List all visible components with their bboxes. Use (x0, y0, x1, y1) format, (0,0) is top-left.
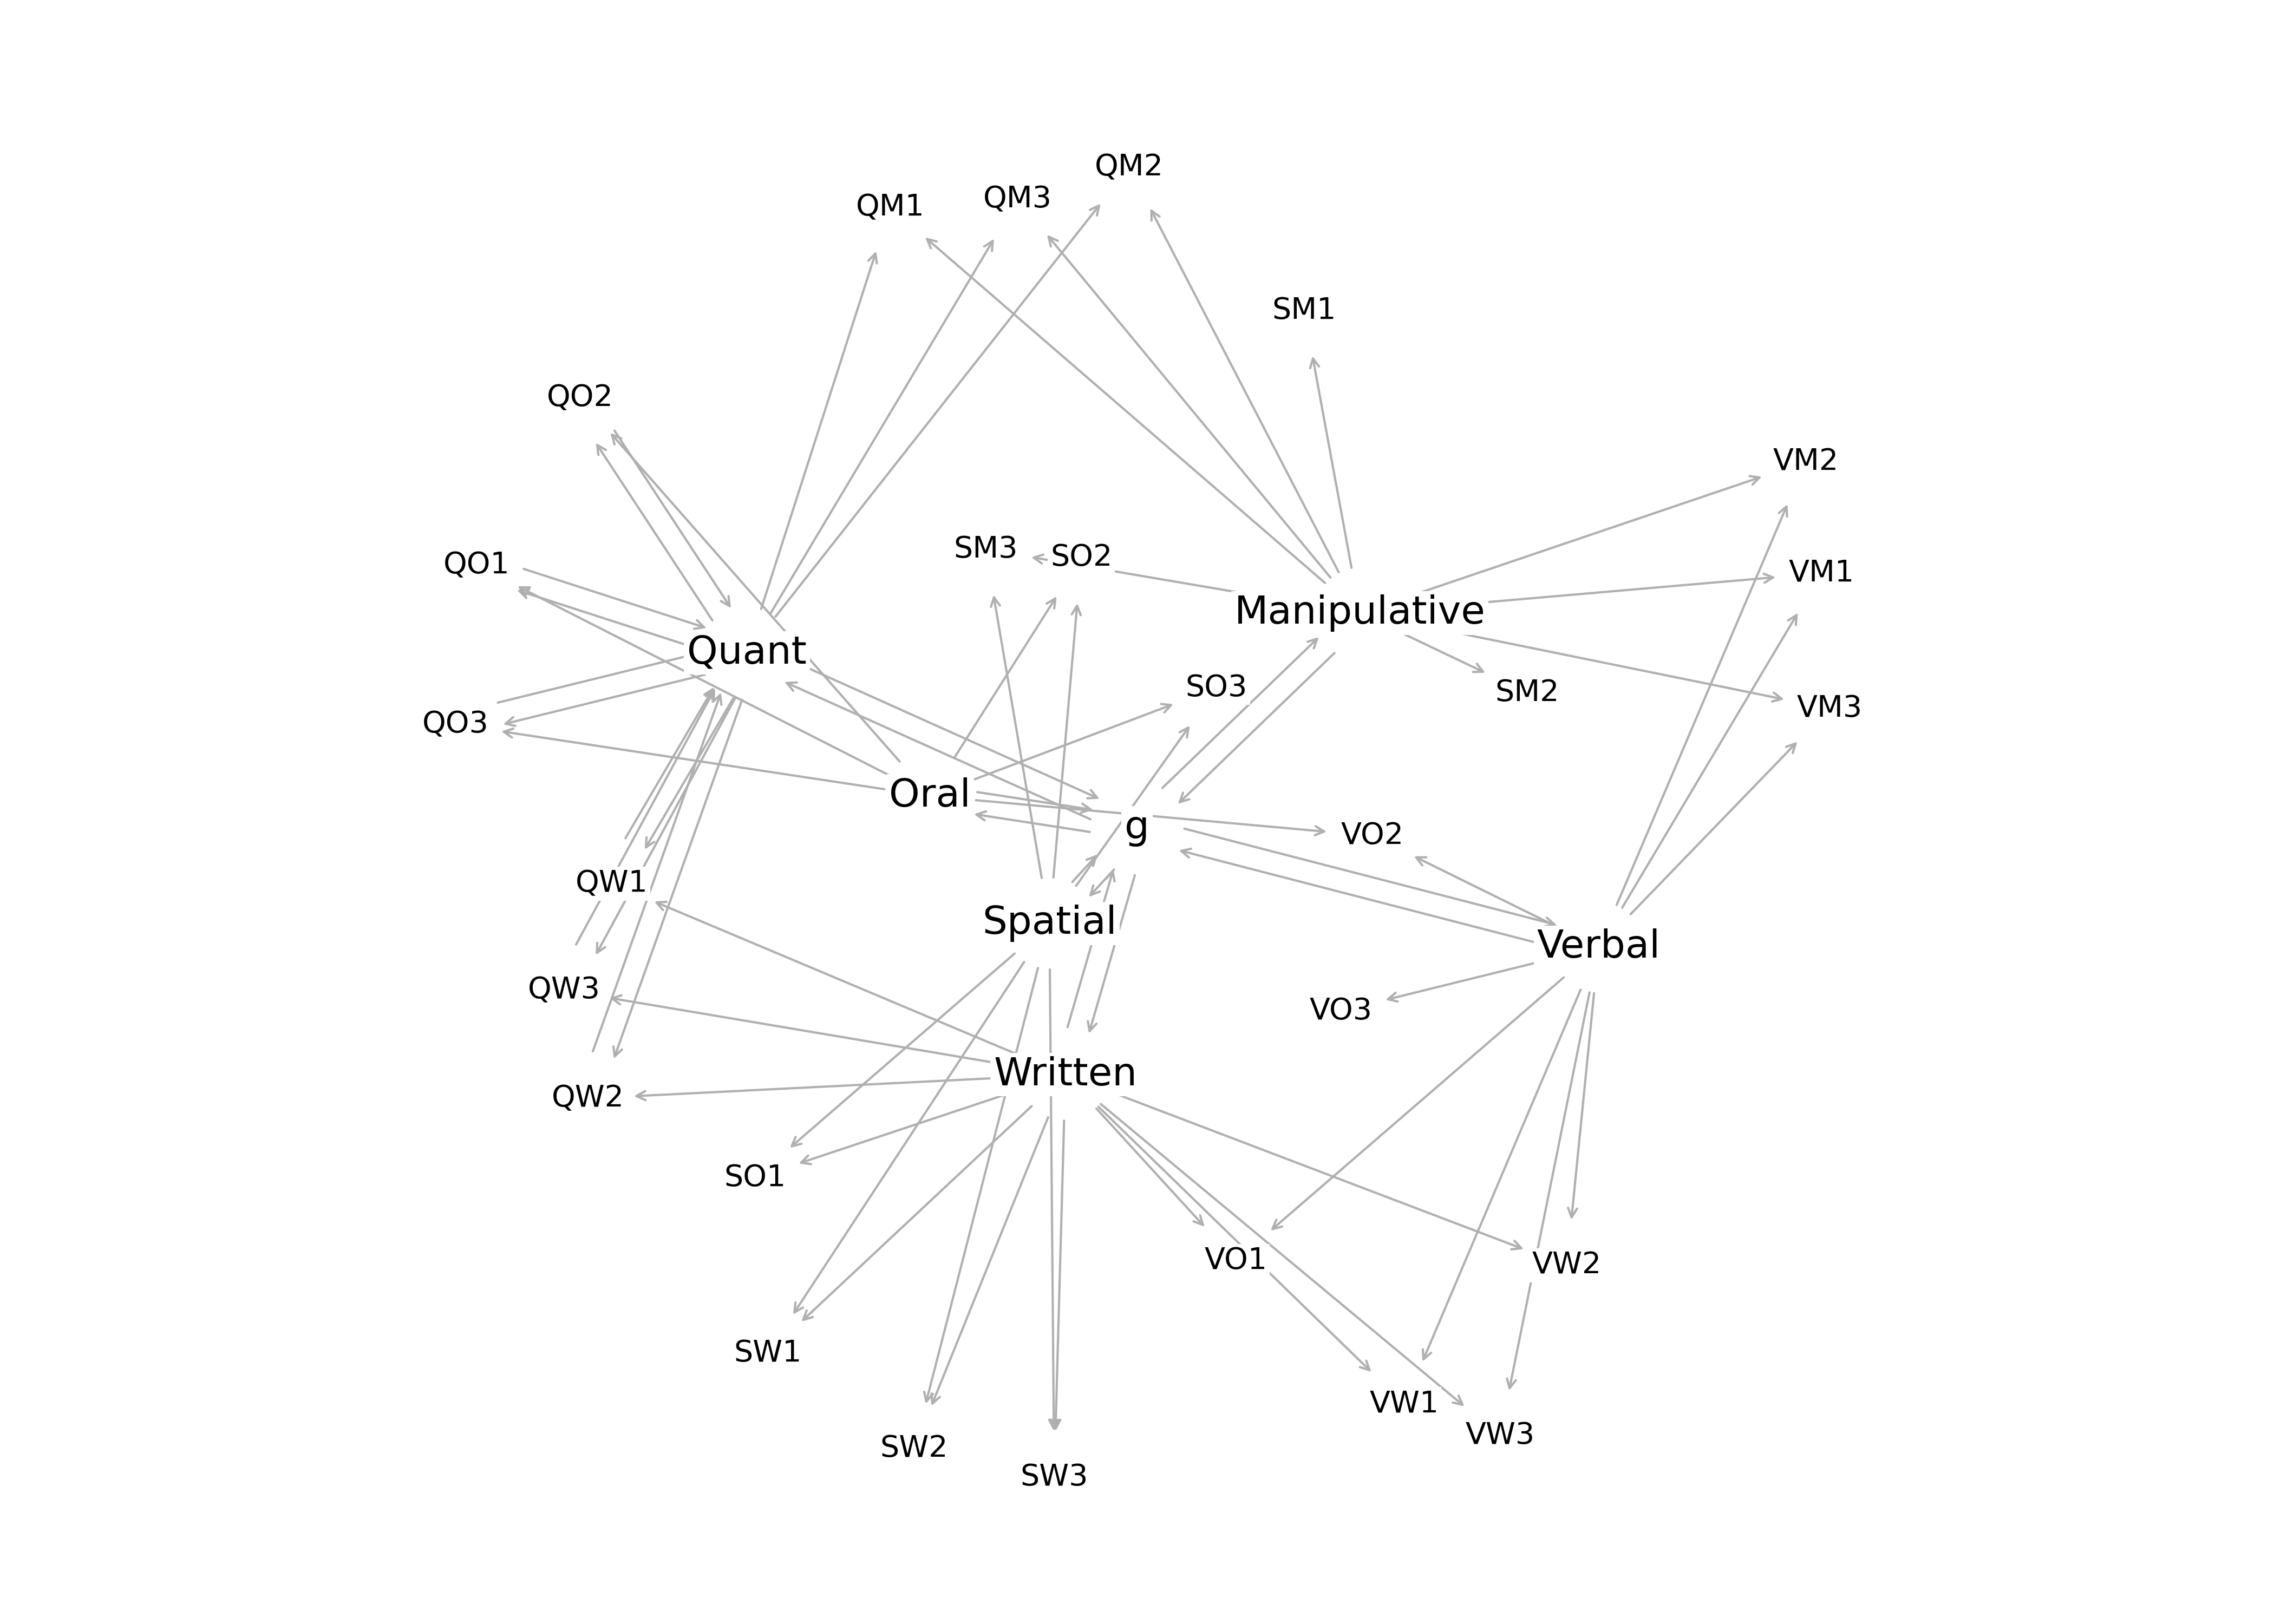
Text: QM1: QM1 (855, 193, 926, 222)
Text: Oral: Oral (889, 778, 971, 815)
Text: SW1: SW1 (735, 1338, 803, 1367)
Text: VO1: VO1 (1205, 1246, 1267, 1275)
Text: SW2: SW2 (880, 1434, 948, 1463)
Text: SW3: SW3 (1021, 1463, 1089, 1492)
Text: SM1: SM1 (1271, 296, 1337, 325)
Text: QW2: QW2 (553, 1083, 623, 1112)
Text: QO1: QO1 (443, 551, 509, 580)
Text: VW3: VW3 (1464, 1421, 1535, 1450)
Text: VM1: VM1 (1790, 559, 1853, 588)
Text: VM2: VM2 (1774, 447, 1837, 476)
Text: SM2: SM2 (1494, 679, 1560, 708)
Text: g: g (1126, 809, 1148, 846)
Text: QO3: QO3 (423, 710, 489, 739)
Text: SO1: SO1 (723, 1163, 787, 1192)
Text: VW1: VW1 (1369, 1390, 1439, 1419)
Text: SM3: SM3 (953, 534, 1019, 564)
Text: Quant: Quant (687, 635, 807, 672)
Text: QM2: QM2 (1094, 153, 1164, 182)
Text: QM3: QM3 (982, 185, 1053, 214)
Text: Manipulative: Manipulative (1235, 594, 1485, 632)
Text: Written: Written (994, 1056, 1137, 1093)
Text: SO3: SO3 (1185, 674, 1248, 703)
Text: QW3: QW3 (528, 976, 600, 1005)
Text: QW1: QW1 (575, 869, 648, 898)
Text: Spatial: Spatial (982, 905, 1117, 942)
Text: SO2: SO2 (1051, 542, 1112, 572)
Text: Verbal: Verbal (1537, 929, 1660, 966)
Text: VM3: VM3 (1796, 693, 1862, 723)
Text: VW2: VW2 (1533, 1250, 1601, 1280)
Text: VO3: VO3 (1310, 996, 1371, 1026)
Text: VO2: VO2 (1342, 822, 1403, 851)
Text: QO2: QO2 (546, 383, 614, 412)
